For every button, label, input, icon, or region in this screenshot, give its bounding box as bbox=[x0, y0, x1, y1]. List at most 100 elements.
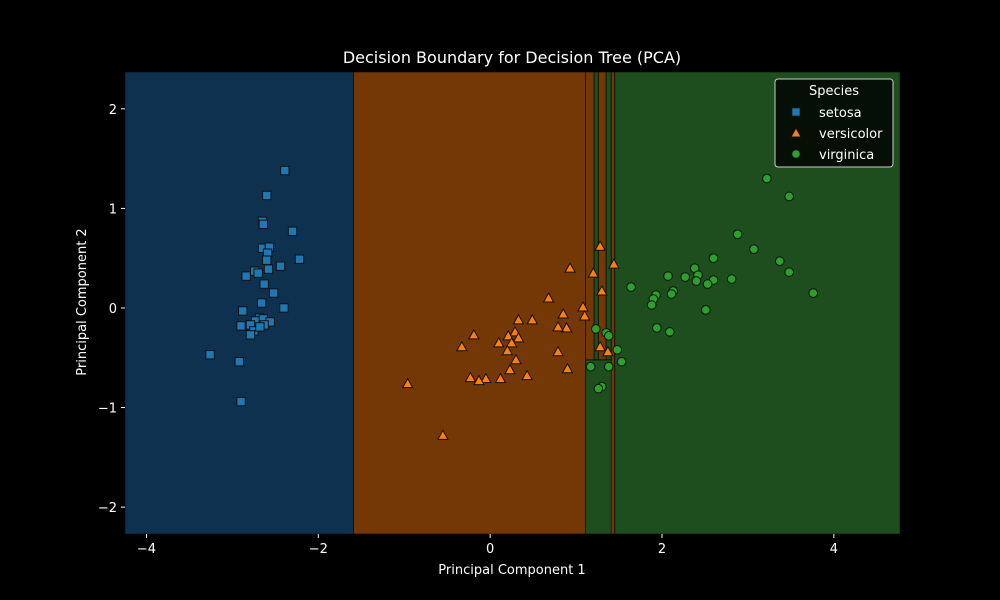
virginica-point bbox=[603, 361, 614, 372]
versicolor-point bbox=[552, 320, 564, 332]
virginica-point bbox=[652, 323, 662, 333]
legend: Species setosa versicolor virginica bbox=[774, 78, 894, 168]
versicolor-point bbox=[505, 336, 518, 348]
virginica-point bbox=[708, 253, 719, 263]
virginica-point bbox=[591, 324, 601, 334]
decision-regions bbox=[124, 71, 901, 535]
x-tick-label: 0 bbox=[486, 542, 494, 557]
x-tick-label: 2 bbox=[658, 542, 666, 557]
versicolor-point bbox=[512, 331, 525, 343]
versicolor-point bbox=[492, 336, 505, 348]
x-tick-label: −2 bbox=[309, 542, 328, 557]
setosa-point bbox=[279, 303, 289, 313]
virginica-point bbox=[626, 282, 636, 292]
versicolor-point bbox=[480, 372, 492, 384]
virginica-point bbox=[749, 244, 759, 255]
versicolor-point bbox=[608, 258, 620, 269]
virginica-point bbox=[616, 356, 627, 367]
versicolor-point bbox=[526, 313, 539, 325]
versicolor-point bbox=[464, 371, 477, 383]
versicolor-point bbox=[577, 300, 589, 312]
x-axis-label: Principal Component 1 bbox=[438, 563, 585, 578]
versicolor-point bbox=[542, 291, 555, 303]
region-virginica-4 bbox=[593, 71, 599, 361]
y-tick-label: 2 bbox=[109, 103, 117, 118]
series-setosa bbox=[205, 165, 305, 407]
setosa-point bbox=[245, 330, 256, 340]
y-tick-label: 0 bbox=[109, 302, 117, 317]
region-virginica-6 bbox=[605, 71, 612, 361]
versicolor-point bbox=[564, 262, 576, 273]
legend-title: Species bbox=[809, 84, 859, 99]
virginica-point bbox=[732, 229, 743, 240]
series-versicolor bbox=[401, 240, 620, 440]
legend-label-virginica: virginica bbox=[819, 148, 874, 163]
chart-title: Decision Boundary for Decision Tree (PCA… bbox=[343, 48, 681, 67]
region-versicolor-7 bbox=[610, 71, 616, 535]
versicolor-point bbox=[512, 313, 525, 325]
legend-entries: setosa versicolor virginica bbox=[790, 106, 883, 163]
setosa-point bbox=[280, 165, 290, 176]
versicolor-point bbox=[560, 321, 573, 333]
virginica-point bbox=[663, 271, 673, 281]
virginica-point bbox=[646, 300, 657, 310]
y-axis-label: Principal Component 2 bbox=[75, 228, 90, 375]
virginica-point bbox=[691, 276, 702, 286]
versicolor-point bbox=[596, 285, 608, 296]
virginica-point bbox=[774, 256, 785, 266]
region-versicolor-5 bbox=[597, 71, 607, 361]
setosa-point bbox=[255, 322, 265, 332]
legend-label-setosa: setosa bbox=[819, 106, 862, 121]
virginica-point bbox=[701, 305, 711, 315]
y-tick-label: 1 bbox=[109, 202, 117, 217]
versicolor-point bbox=[578, 309, 591, 321]
virginica-point bbox=[808, 288, 819, 298]
versicolor-point bbox=[504, 363, 516, 375]
setosa-point bbox=[234, 357, 244, 367]
setosa-point bbox=[268, 288, 279, 298]
versicolor-point bbox=[552, 345, 564, 357]
setosa-point bbox=[262, 255, 272, 265]
y-tick-label: −1 bbox=[98, 402, 117, 417]
legend-marker-versicolor bbox=[790, 126, 802, 138]
legend-marker-virginica bbox=[791, 149, 801, 159]
virginica-point bbox=[612, 344, 623, 355]
virginica-point bbox=[666, 289, 677, 299]
virginica-point bbox=[784, 267, 794, 277]
setosa-point bbox=[294, 254, 305, 264]
versicolor-point bbox=[587, 267, 600, 278]
setosa-point bbox=[236, 321, 246, 331]
versicolor-point bbox=[437, 429, 449, 440]
setosa-point bbox=[236, 396, 246, 407]
legend-marker-setosa bbox=[791, 107, 801, 117]
versicolor-point bbox=[502, 329, 515, 341]
versicolor-point bbox=[594, 340, 606, 352]
versicolor-point bbox=[521, 369, 533, 381]
setosa-point bbox=[238, 306, 248, 316]
y-tick-label: −2 bbox=[98, 501, 117, 516]
versicolor-point bbox=[557, 307, 570, 319]
setosa-point bbox=[253, 268, 263, 278]
data-points bbox=[205, 165, 819, 440]
versicolor-point bbox=[401, 377, 414, 389]
versicolor-point bbox=[510, 353, 522, 365]
versicolor-point bbox=[602, 345, 614, 357]
virginica-point bbox=[762, 173, 772, 184]
versicolor-point bbox=[501, 344, 514, 356]
virginica-point bbox=[680, 272, 690, 282]
versicolor-point bbox=[473, 374, 485, 386]
virginica-point bbox=[726, 274, 737, 284]
versicolor-point bbox=[561, 362, 574, 374]
virginica-point bbox=[585, 361, 596, 372]
series-virginica bbox=[585, 173, 819, 394]
setosa-point bbox=[263, 264, 274, 274]
virginica-point bbox=[664, 327, 675, 337]
setosa-point bbox=[262, 190, 272, 201]
virginica-point bbox=[603, 331, 614, 341]
setosa-point bbox=[205, 350, 215, 360]
legend-label-versicolor: versicolor bbox=[819, 127, 883, 142]
versicolor-point bbox=[467, 328, 480, 340]
x-tick-label: −4 bbox=[137, 542, 156, 557]
region-versicolor-1 bbox=[353, 71, 587, 535]
